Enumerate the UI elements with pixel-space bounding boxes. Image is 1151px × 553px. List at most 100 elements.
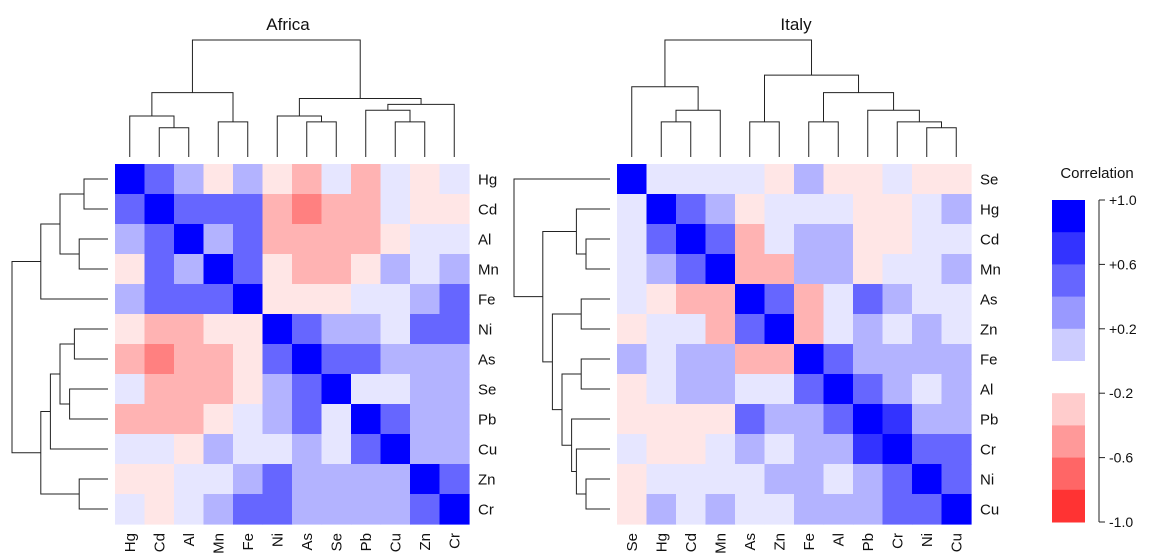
legend-bin-8 xyxy=(1052,457,1085,491)
heatmap-cell-Cr-Cr xyxy=(882,434,913,465)
heatmap-cell-Se-Cr xyxy=(882,164,913,195)
col-dendrogram-merge-4 xyxy=(306,121,337,157)
heatmap-cell-Se-Fe xyxy=(794,164,825,195)
heatmap-cell-Hg-Cd xyxy=(144,164,175,195)
heatmap-cell-Se-Mn xyxy=(203,374,234,405)
row-dendrogram-merge-4 xyxy=(73,328,108,360)
heatmap-cell-Pb-Fe xyxy=(794,404,825,435)
column-label-Mn: Mn xyxy=(712,533,729,553)
heatmap-cell-Fe-Pb xyxy=(853,344,884,375)
heatmap-cell-Cd-Cu xyxy=(380,194,411,225)
heatmap-cell-Fe-Zn xyxy=(410,284,441,315)
heatmap-cell-Ni-Se xyxy=(617,464,648,495)
heatmap-cell-Cr-Zn xyxy=(764,434,795,465)
heatmap-cell-Cu-Cd xyxy=(676,494,707,525)
heatmap-cell-Pb-As xyxy=(292,404,323,435)
heatmap-cell-Pb-Ni xyxy=(262,404,293,435)
heatmap-cell-Pb-Ni xyxy=(912,404,943,435)
heatmap-cell-Ni-Mn xyxy=(203,314,234,345)
heatmap-cell-Zn-Fe xyxy=(794,314,825,345)
heatmap-cell-Fe-Hg xyxy=(115,284,146,315)
row-dendrogram-merge-6 xyxy=(571,418,610,472)
col-dendrogram-merge-9 xyxy=(298,98,422,117)
col-dendrogram-merge-1 xyxy=(675,109,721,157)
heatmap-cell-Cd-Fe xyxy=(233,194,264,225)
row-dendrogram-merge-5 xyxy=(69,388,108,420)
heatmap-cell-Mn-Se xyxy=(617,254,648,285)
heatmap-cell-Al-Cr xyxy=(439,224,470,255)
row-label-Cd: Cd xyxy=(478,202,497,219)
heatmap-cell-Hg-As xyxy=(292,164,323,195)
heatmap-cell-Al-Al xyxy=(174,224,205,255)
heatmap-cell-Zn-Cd xyxy=(676,314,707,345)
heatmap-cell-Ni-Al xyxy=(823,464,854,495)
heatmap-cell-Cu-Cr xyxy=(439,434,470,465)
heatmap-cell-Cd-Cr xyxy=(882,224,913,255)
heatmap-cell-Al-Cd xyxy=(144,224,175,255)
heatmap-cell-Hg-Mn xyxy=(203,164,234,195)
col-dendrogram-merge-7 xyxy=(365,109,411,157)
heatmap-cell-Fe-Ni xyxy=(912,344,943,375)
heatmap-cell-Cu-Cu xyxy=(380,434,411,465)
row-label-Ni: Ni xyxy=(980,472,994,489)
heatmap-cell-Cr-Fe xyxy=(233,494,264,525)
heatmap-cell-Fe-Cu xyxy=(941,344,972,375)
row-label-Fe: Fe xyxy=(980,352,998,369)
row-label-Ni: Ni xyxy=(478,322,492,339)
italy-column-labels: Se Hg Cd Mn As Zn Fe Al Pb Cr Ni Cu xyxy=(624,533,966,553)
heatmap-cell-Zn-As xyxy=(735,314,766,345)
row-dendrogram-merge-3 xyxy=(40,223,108,300)
column-label-Se: Se xyxy=(624,533,641,551)
row-label-Se: Se xyxy=(980,172,998,189)
heatmap-cell-Cu-Ni xyxy=(262,434,293,465)
row-label-Cd: Cd xyxy=(980,232,999,249)
heatmap-cell-Fe-Al xyxy=(174,284,205,315)
heatmap-cell-Cd-Mn xyxy=(203,194,234,225)
italy-heatmap-cells xyxy=(617,164,972,525)
row-dendrogram-merge-2 xyxy=(580,298,610,330)
heatmap-cell-Cd-Hg xyxy=(115,194,146,225)
heatmap-cell-Se-Cr xyxy=(439,374,470,405)
heatmap-cell-Zn-Al xyxy=(174,464,205,495)
row-dendrogram-merge-3 xyxy=(580,358,610,390)
heatmap-cell-Pb-Mn xyxy=(203,404,234,435)
heatmap-cell-Ni-Fe xyxy=(794,464,825,495)
heatmap-cell-Al-Ni xyxy=(912,374,943,405)
heatmap-cell-Cu-Al xyxy=(174,434,205,465)
row-label-Pb: Pb xyxy=(980,412,998,429)
row-label-Se: Se xyxy=(478,382,496,399)
heatmap-cell-Zn-Ni xyxy=(912,314,943,345)
heatmap-cell-Zn-Zn xyxy=(764,314,795,345)
row-dendrogram-merge-9 xyxy=(40,411,80,495)
heatmap-cell-Cu-Hg xyxy=(115,434,146,465)
heatmap-cell-Al-Cd xyxy=(676,374,707,405)
heatmap-cell-Se-Cu xyxy=(380,374,411,405)
heatmap-cell-Pb-Mn xyxy=(705,404,736,435)
col-dendrogram-merge-2 xyxy=(217,121,249,157)
heatmap-cell-Ni-Hg xyxy=(646,464,677,495)
heatmap-cell-Cd-Cd xyxy=(144,194,175,225)
heatmap-cell-Ni-Cd xyxy=(144,314,175,345)
heatmap-cell-Se-Se xyxy=(321,374,352,405)
legend-tick-label-2: +0.2 xyxy=(1109,321,1137,337)
heatmap-cell-Mn-As xyxy=(735,254,766,285)
heatmap-cell-Se-Ni xyxy=(912,164,943,195)
heatmap-cell-Cd-Hg xyxy=(646,224,677,255)
column-label-Pb: Pb xyxy=(358,533,375,551)
col-dendrogram-merge-6 xyxy=(394,121,426,157)
heatmap-cell-As-Mn xyxy=(203,344,234,375)
row-label-As: As xyxy=(980,292,998,309)
heatmap-cell-Cu-Fe xyxy=(233,434,264,465)
heatmap-cell-Zn-Mn xyxy=(203,464,234,495)
column-label-Fe: Fe xyxy=(801,533,818,551)
heatmap-cell-Al-Fe xyxy=(233,224,264,255)
column-label-Cd: Cd xyxy=(683,533,700,552)
heatmap-cell-Ni-Se xyxy=(321,314,352,345)
legend-tick-label-5: -1.0 xyxy=(1109,514,1133,530)
heatmap-cell-Cu-Cu xyxy=(941,494,972,525)
heatmap-cell-Ni-Cr xyxy=(882,464,913,495)
africa-column-dendrogram xyxy=(129,39,455,157)
column-label-Ni: Ni xyxy=(269,533,286,547)
heatmap-cell-As-Hg xyxy=(646,284,677,315)
africa-panel: Africa Hg Cd Al Mn Fe Ni As Se Pb Cu Zn Cr Hg Cd Al Mn… xyxy=(11,15,499,553)
